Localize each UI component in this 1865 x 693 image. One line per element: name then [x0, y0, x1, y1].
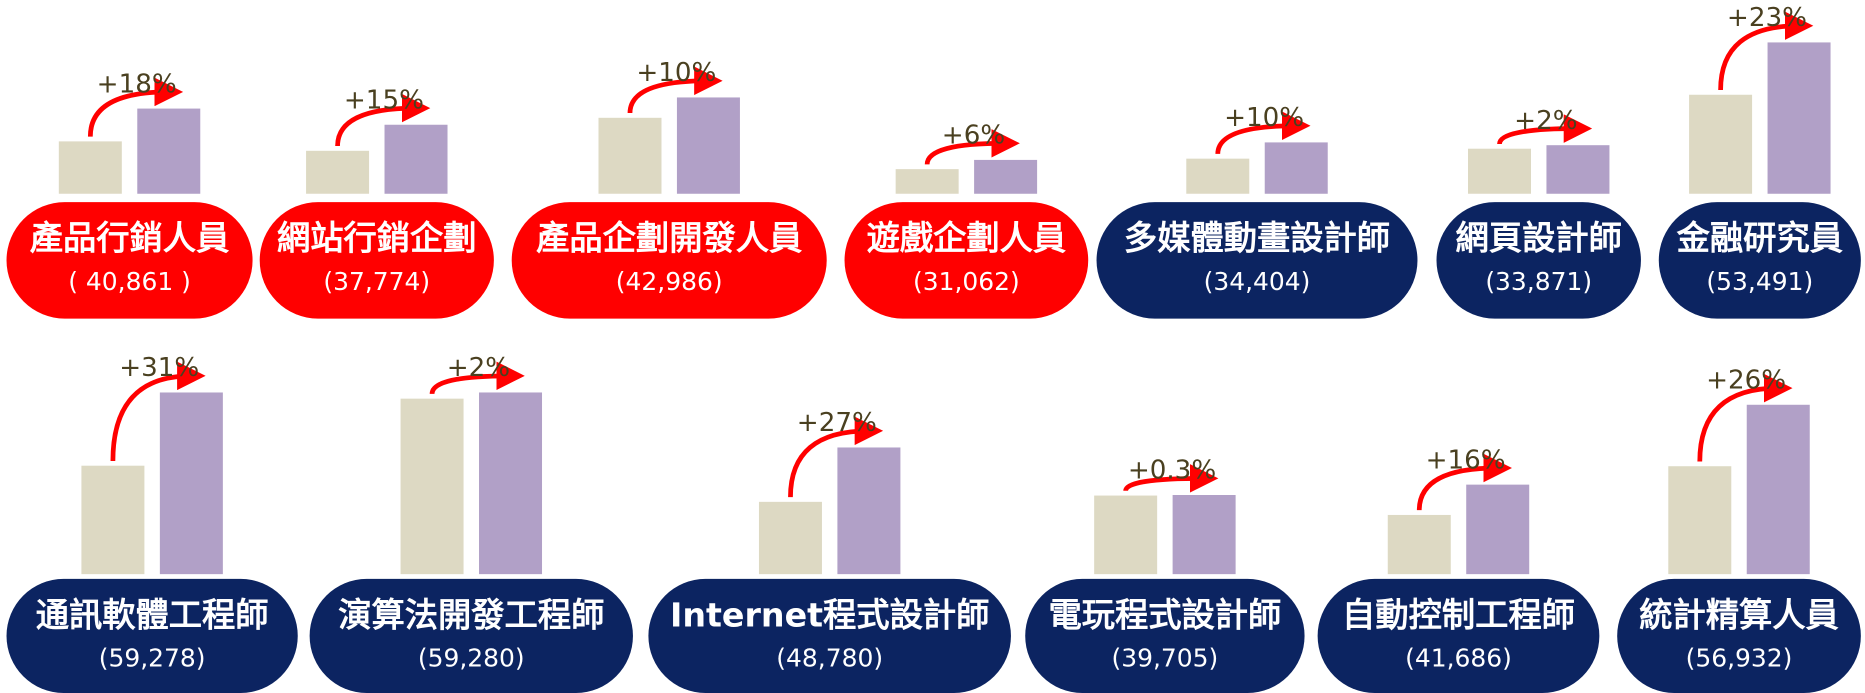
salary-label: (31,062) [913, 267, 1020, 296]
salary-label: (53,491) [1706, 267, 1813, 296]
current-bar [137, 108, 201, 194]
pill [1025, 578, 1305, 693]
change-label: +0.3% [1128, 456, 1216, 486]
pill [1096, 202, 1418, 319]
change-arrow [924, 129, 1020, 165]
salary-label: (39,705) [1111, 644, 1218, 673]
job-title: 遊戲企劃人員 [867, 219, 1067, 258]
change-arrow [110, 361, 206, 461]
change-arrow [335, 93, 431, 147]
job-title: 電玩程式設計師 [1048, 595, 1281, 634]
change-arrow [1215, 111, 1311, 155]
change-arrow [429, 361, 525, 395]
current-bar [837, 447, 901, 575]
current-bar [974, 159, 1038, 194]
current-bar [1546, 145, 1610, 194]
change-label: +10% [1224, 103, 1304, 133]
previous-bar [1668, 466, 1732, 575]
pill [6, 578, 298, 693]
current-bar [1767, 42, 1831, 194]
change-label: +16% [1426, 445, 1506, 475]
change-label: +6% [942, 121, 1005, 151]
job-title: 多媒體動畫設計師 [1124, 219, 1390, 258]
pill [1436, 202, 1641, 319]
salary-label: (41,686) [1405, 644, 1512, 673]
change-label: +31% [119, 353, 199, 383]
previous-bar [1468, 148, 1531, 194]
salary-label: (34,404) [1204, 267, 1311, 296]
previous-bar [895, 169, 959, 194]
change-label: +26% [1706, 365, 1786, 395]
current-bar [1466, 484, 1530, 575]
change-arrow [87, 77, 184, 137]
change-arrow [627, 66, 723, 114]
job-title: 自動控制工程師 [1342, 595, 1575, 634]
job-title: 演算法開發工程師 [338, 595, 604, 634]
salary-label: (59,280) [418, 644, 525, 673]
change-label: +2% [1514, 106, 1577, 136]
pill [648, 578, 1011, 693]
pill [6, 202, 253, 319]
salary-label: (59,278) [99, 644, 206, 673]
salary-label: ( 40,861 ) [68, 267, 191, 296]
change-label: +27% [797, 408, 877, 438]
current-bar [479, 392, 543, 575]
current-bar [1264, 142, 1328, 194]
previous-bar [1689, 94, 1753, 194]
job-title: Internet程式設計師 [670, 595, 989, 634]
job-title: 通訊軟體工程師 [36, 595, 269, 634]
current-bar [1746, 404, 1810, 575]
pill [309, 578, 633, 693]
previous-bar [306, 150, 370, 194]
pill [511, 202, 827, 319]
salary-label: (48,780) [776, 644, 883, 673]
job-title: 統計精算人員 [1639, 595, 1839, 634]
change-label: +10% [636, 58, 716, 88]
job-title: 產品行銷人員 [30, 219, 230, 258]
change-arrow [788, 416, 884, 498]
change-label: +2% [447, 353, 510, 383]
change-arrow [1497, 114, 1593, 145]
previous-bar [81, 465, 145, 575]
pill [1658, 202, 1861, 319]
salary-label: (33,871) [1485, 267, 1592, 296]
previous-bar [598, 117, 662, 194]
previous-bar [758, 501, 822, 575]
change-label: +15% [344, 85, 424, 115]
current-bar [159, 392, 223, 575]
change-arrow [1123, 464, 1219, 493]
change-label: +23% [1727, 3, 1807, 33]
job-title: 網頁設計師 [1456, 219, 1622, 258]
previous-bar [1387, 514, 1451, 575]
job-title: 產品企劃開發人員 [536, 219, 803, 258]
job-title: 金融研究員 [1676, 219, 1844, 258]
pill [1317, 578, 1600, 693]
pill [259, 202, 494, 319]
current-bar [1172, 495, 1236, 575]
previous-bar [400, 398, 464, 575]
change-arrow [1416, 453, 1512, 511]
current-bar [384, 124, 448, 194]
previous-bar [1186, 158, 1250, 194]
salary-label: (42,986) [616, 267, 723, 296]
change-arrow [1718, 11, 1814, 90]
change-arrow [1697, 373, 1793, 462]
previous-bar [58, 141, 122, 194]
salary-label: (37,774) [323, 267, 430, 296]
change-label: +18% [97, 69, 177, 99]
job-title: 網站行銷企劃 [277, 219, 477, 258]
salary-label: (56,932) [1686, 644, 1793, 673]
pill [844, 202, 1089, 319]
pill [1617, 578, 1861, 693]
current-bar [676, 97, 740, 194]
previous-bar [1094, 495, 1158, 575]
